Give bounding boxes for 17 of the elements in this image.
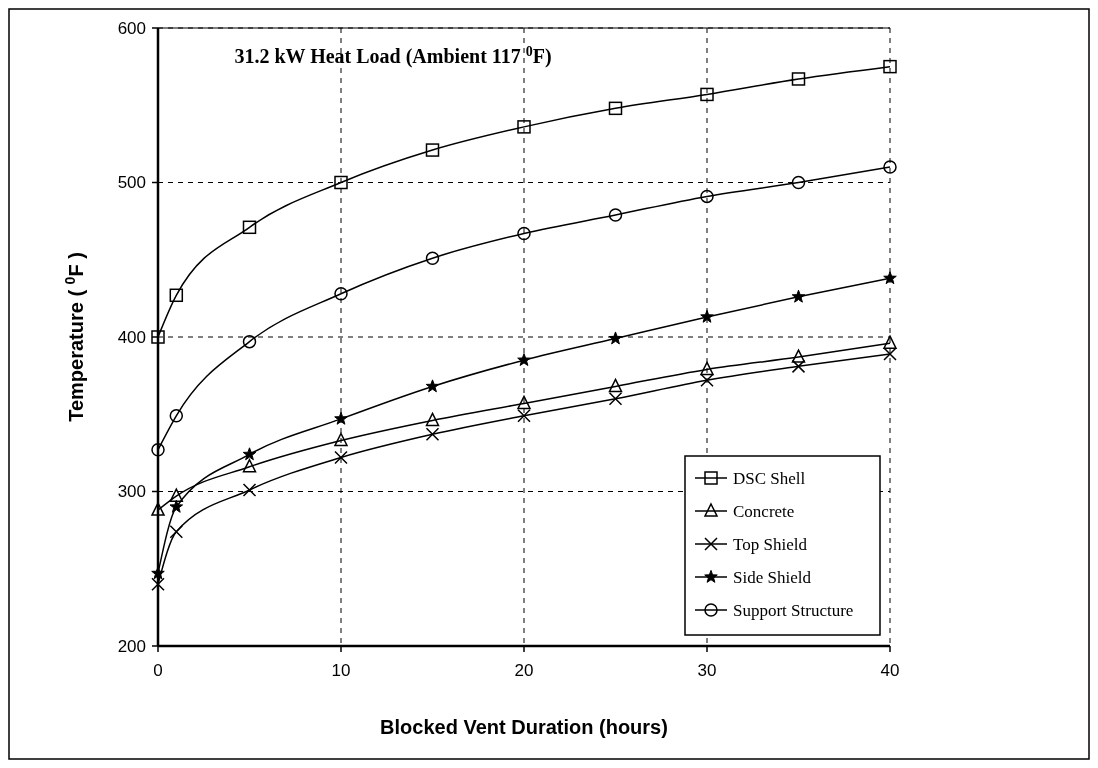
- legend-label: DSC Shell: [733, 468, 806, 488]
- y-tick-label: 600: [117, 18, 146, 38]
- y-tick-label: 400: [117, 327, 146, 347]
- x-tick-label: 20: [514, 661, 534, 680]
- x-tick-label: 40: [880, 661, 900, 680]
- y-tick-label: 500: [117, 173, 146, 193]
- legend-label: Support Structure: [733, 600, 854, 620]
- legend-label: Side Shield: [733, 567, 812, 587]
- text: 31.2 kW Heat Load (Ambient 117 $^{0}$F): [234, 43, 552, 68]
- legend-label: Concrete: [733, 501, 795, 521]
- x-tick-label: 30: [697, 661, 717, 680]
- y-tick-label: 200: [117, 636, 146, 656]
- x-axis-title: Blocked Vent Duration (hours): [380, 716, 668, 738]
- x-tick-label: 0: [153, 661, 163, 680]
- y-tick-label: 300: [117, 482, 146, 502]
- x-tick-label: 10: [331, 661, 351, 680]
- legend-label: Top Shield: [733, 534, 808, 554]
